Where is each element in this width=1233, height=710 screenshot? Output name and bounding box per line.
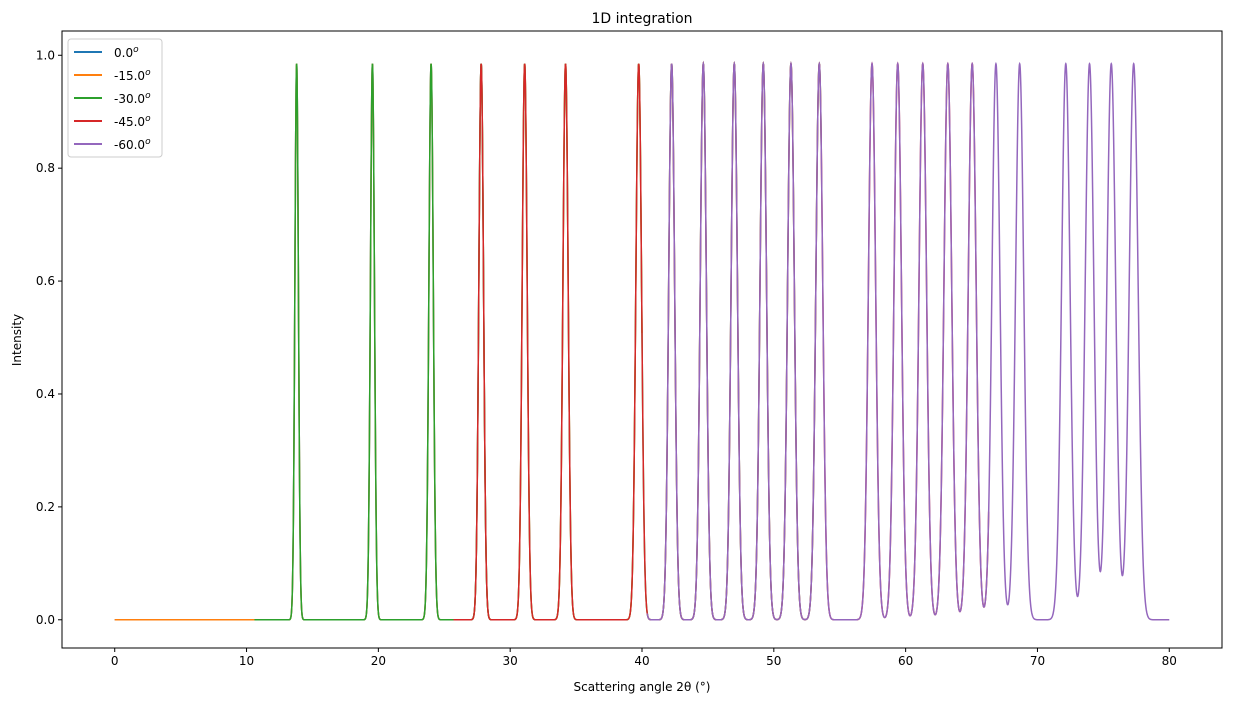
series-layer xyxy=(114,60,1170,621)
y-axis-label: Intensity xyxy=(10,314,24,366)
x-tick-label: 50 xyxy=(766,654,781,668)
legend-label-3: -45.0o xyxy=(114,114,151,129)
x-tick-label: 70 xyxy=(1030,654,1045,668)
legend-label-2: -30.0o xyxy=(114,91,151,106)
legend-label-0: 0.0o xyxy=(114,45,139,60)
x-axis-label: Scattering angle 2θ (°) xyxy=(574,680,711,694)
x-tick-label: 40 xyxy=(634,654,649,668)
chart-title: 1D integration xyxy=(591,11,692,27)
x-tick-label: 30 xyxy=(503,654,518,668)
x-tick-label: 60 xyxy=(898,654,913,668)
x-tick-label: 20 xyxy=(371,654,386,668)
series-line-4 xyxy=(646,60,1170,621)
plot-frame xyxy=(61,30,1223,649)
legend-label-4: -60.0o xyxy=(114,137,151,152)
y-tick-label: 0.0 xyxy=(36,613,55,627)
y-tick-label: 0.2 xyxy=(36,500,55,514)
x-tick-label: 10 xyxy=(239,654,254,668)
y-tick-label: 0.8 xyxy=(36,161,55,175)
x-tick-label: 0 xyxy=(111,654,119,668)
y-tick-label: 1.0 xyxy=(36,48,55,62)
ticks-layer: 0 10 20 30 40 50 60 70 80 0.0 0.2 0.4 0.6 0.8 1.0 xyxy=(36,48,1177,668)
legend-box xyxy=(67,38,163,158)
legend-label-1: -15.0o xyxy=(114,68,151,83)
x-tick-label: 80 xyxy=(1162,654,1177,668)
series-line-3 xyxy=(453,60,990,621)
legend: 0.0o -15.0o -30.0o -45.0o -60.0o xyxy=(67,38,163,158)
y-tick-label: 0.6 xyxy=(36,274,55,288)
y-tick-label: 0.4 xyxy=(36,387,55,401)
